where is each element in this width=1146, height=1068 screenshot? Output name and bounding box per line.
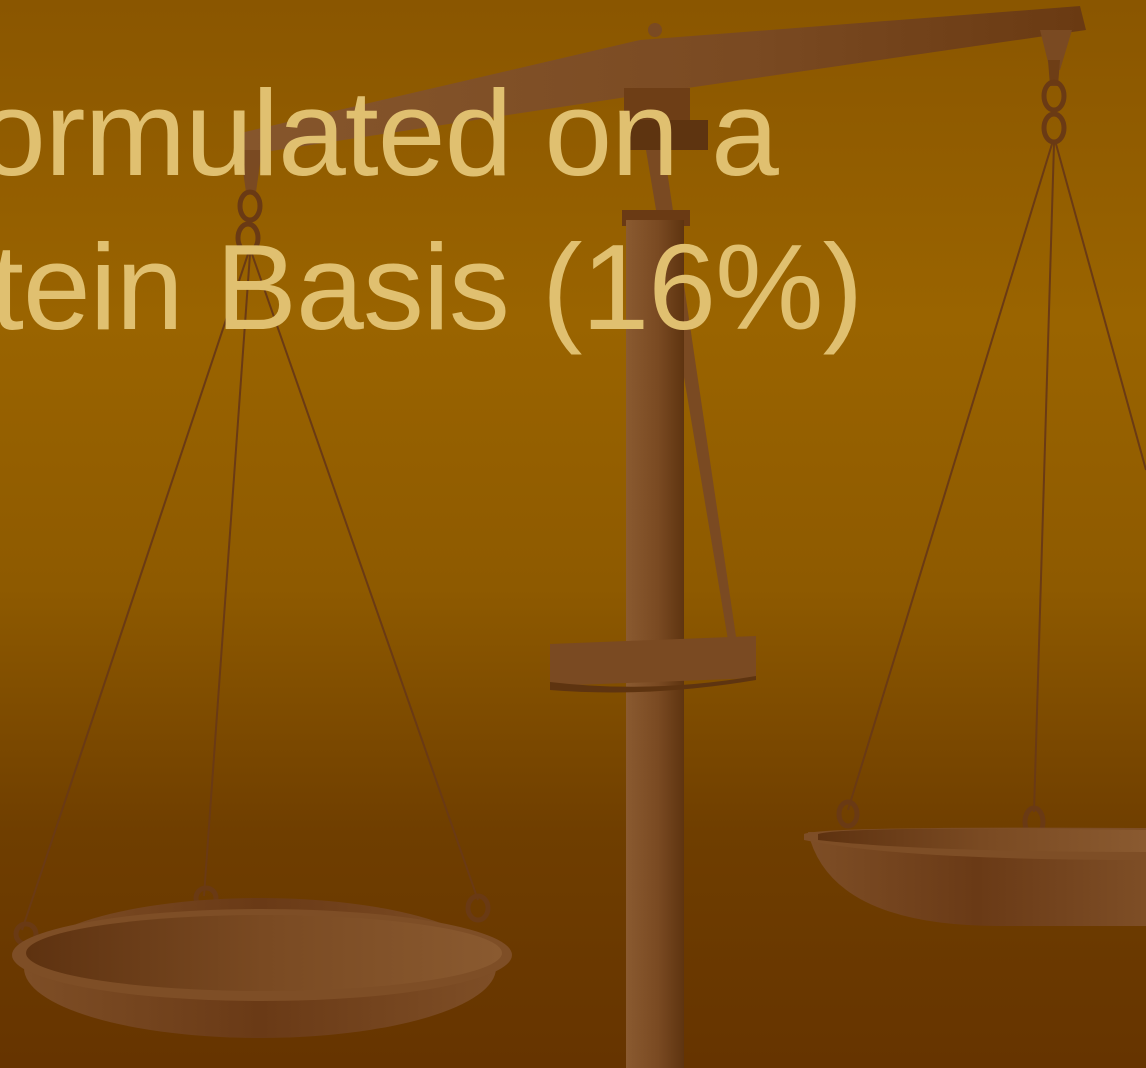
- scale-beam: [236, 6, 1086, 156]
- right-hanger: [836, 30, 1146, 839]
- slide-title-line-2: tein Basis (16%): [0, 219, 863, 355]
- scale-crossbar: [550, 636, 756, 693]
- left-pan: [12, 898, 512, 1038]
- slide-title-line-1: ormulated on a: [0, 65, 779, 201]
- right-pan: [804, 827, 1146, 926]
